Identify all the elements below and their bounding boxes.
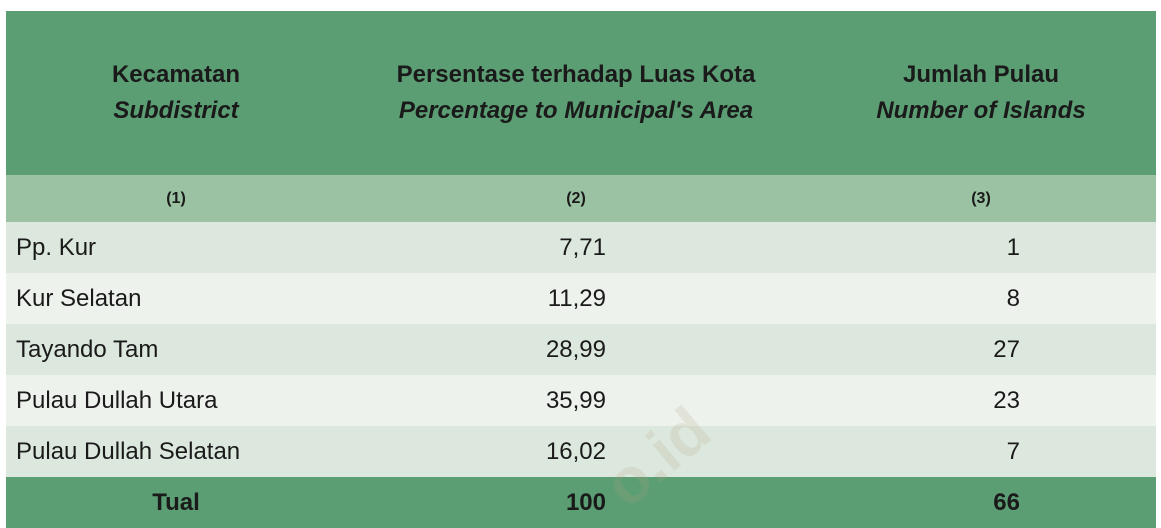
table-row: Pulau Dullah Selatan 16,02 7 (6, 426, 1156, 477)
header-islands: Jumlah Pulau Number of Islands (806, 11, 1156, 175)
column-number-row: (1) (2) (3) (6, 175, 1156, 222)
total-percentage: 100 (346, 477, 806, 528)
subdistrict-name: Tayando Tam (6, 324, 346, 375)
header-percentage-id: Persentase terhadap Luas Kota (396, 61, 756, 88)
islands-value: 27 (806, 324, 1156, 375)
percentage-value: 28,99 (346, 324, 806, 375)
header-percentage: Persentase terhadap Luas Kota Percentage… (346, 11, 806, 175)
subdistrict-name: Pulau Dullah Selatan (6, 426, 346, 477)
header-subdistrict: Kecamatan Subdistrict (6, 11, 346, 175)
table-row: Kur Selatan 11,29 8 (6, 273, 1156, 324)
total-row: Tual 100 66 (6, 477, 1156, 528)
percentage-value: 35,99 (346, 375, 806, 426)
islands-value: 1 (806, 222, 1156, 273)
percentage-value: 16,02 (346, 426, 806, 477)
islands-value: 8 (806, 273, 1156, 324)
header-islands-id: Jumlah Pulau (902, 61, 1060, 88)
total-islands: 66 (806, 477, 1156, 528)
column-number-2: (2) (346, 175, 806, 222)
data-table-container: Kecamatan Subdistrict Persentase terhada… (6, 11, 1156, 528)
islands-value: 23 (806, 375, 1156, 426)
subdistrict-name: Kur Selatan (6, 273, 346, 324)
table-row: Pp. Kur 7,71 1 (6, 222, 1156, 273)
percentage-value: 11,29 (346, 273, 806, 324)
column-number-1: (1) (6, 175, 346, 222)
column-number-3: (3) (806, 175, 1156, 222)
header-subdistrict-id: Kecamatan (111, 61, 241, 88)
total-label: Tual (6, 477, 346, 528)
header-percentage-en: Percentage to Municipal's Area (398, 97, 754, 124)
table-row: Tayando Tam 28,99 27 (6, 324, 1156, 375)
islands-value: 7 (806, 426, 1156, 477)
subdistrict-table: Kecamatan Subdistrict Persentase terhada… (6, 11, 1156, 528)
header-islands-en: Number of Islands (876, 97, 1086, 124)
subdistrict-name: Pp. Kur (6, 222, 346, 273)
header-row: Kecamatan Subdistrict Persentase terhada… (6, 11, 1156, 175)
header-subdistrict-en: Subdistrict (113, 97, 239, 124)
subdistrict-name: Pulau Dullah Utara (6, 375, 346, 426)
percentage-value: 7,71 (346, 222, 806, 273)
table-row: Pulau Dullah Utara 35,99 23 (6, 375, 1156, 426)
